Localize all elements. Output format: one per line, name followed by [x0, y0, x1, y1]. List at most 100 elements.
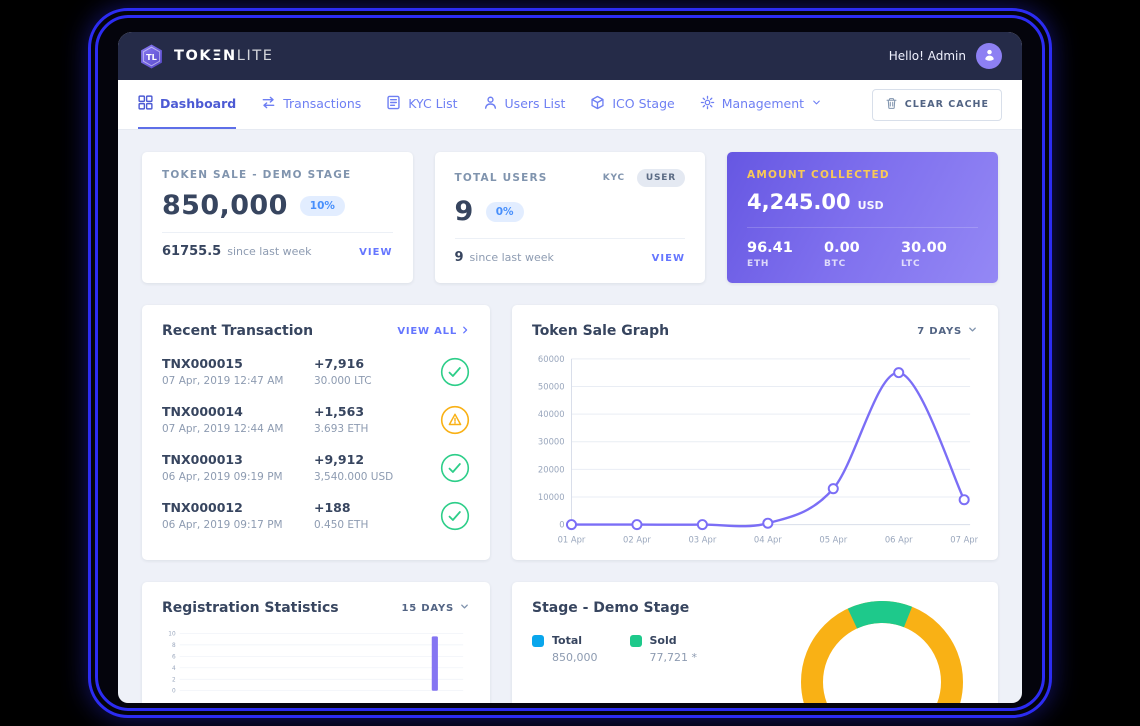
tab-transactions[interactable]: Transactions [261, 80, 361, 129]
range-select-15-days[interactable]: 15 DAYS [401, 601, 470, 615]
svg-text:50000: 50000 [538, 381, 565, 391]
coin-unit: ETH [747, 259, 770, 269]
toggle-user[interactable]: USER [636, 169, 685, 187]
tab-dashboard[interactable]: Dashboard [138, 80, 237, 129]
svg-text:07 Apr: 07 Apr [950, 534, 978, 544]
range-label: 15 DAYS [401, 602, 454, 614]
table-row[interactable]: TNX000014 07 Apr, 2019 12:44 AM +1,563 3… [162, 404, 470, 435]
svg-text:30000: 30000 [538, 437, 565, 447]
list-icon [386, 95, 401, 113]
token-sale-value: 850,000 [162, 190, 288, 221]
stat-card-total-users: TOTAL USERS KYC USER 9 0% 9 since last w… [434, 152, 705, 283]
app-header: TL TOKΞNLITE Hello! Admin [118, 32, 1022, 80]
main-nav: Dashboard Transactions KYC List Users Li… [118, 80, 1022, 130]
user-avatar[interactable] [976, 43, 1002, 69]
section-title: Registration Statistics [162, 600, 339, 617]
svg-text:TL: TL [146, 51, 157, 61]
view-users-link[interactable]: VIEW [651, 253, 685, 264]
svg-text:4: 4 [172, 666, 176, 672]
device-frame: TL TOKΞNLITE Hello! Admin Dashboard Tran… [88, 8, 1052, 718]
clear-cache-button[interactable]: CLEAR CACHE [871, 88, 1002, 121]
stat-card-amount-collected: AMOUNT COLLECTED 4,245.00 USD 96.41 ETH … [727, 152, 998, 283]
clear-cache-label: CLEAR CACHE [904, 99, 989, 110]
token-sale-delta: 61755.5 [162, 244, 222, 259]
transaction-status-icon [440, 357, 470, 387]
svg-text:10: 10 [168, 632, 176, 638]
middle-row: Recent Transaction VIEW ALL TNX000015 07… [142, 305, 998, 561]
toggle-kyc[interactable]: KYC [602, 173, 625, 183]
tab-label: Transactions [283, 96, 362, 111]
table-row[interactable]: TNX000013 06 Apr, 2019 09:19 PM +9,912 3… [162, 452, 470, 483]
legend-label: Sold [649, 634, 677, 648]
legend-value: 77,721 * [649, 651, 698, 665]
transaction-amount: +1,563 [314, 404, 365, 419]
token-sale-graph-card: Token Sale Graph 7 DAYS 0 10000 20000 30000… [512, 305, 998, 561]
range-label: 7 DAYS [917, 325, 962, 337]
amount-collected-unit: USD [857, 199, 884, 212]
table-row[interactable]: TNX000012 06 Apr, 2019 09:17 PM +188 0.4… [162, 500, 470, 531]
transaction-currency: 30.000 LTC [314, 375, 372, 387]
svg-text:10000: 10000 [538, 492, 565, 502]
range-select-7-days[interactable]: 7 DAYS [917, 324, 978, 338]
tab-users-list[interactable]: Users List [483, 80, 565, 129]
total-users-value: 9 [454, 196, 474, 227]
transaction-id: TNX000015 [162, 356, 243, 371]
coin-unit: LTC [901, 259, 921, 269]
total-users-change-badge: 0% [485, 201, 524, 222]
trash-icon [885, 97, 898, 113]
view-token-sale-link[interactable]: VIEW [359, 247, 393, 258]
section-title: Token Sale Graph [532, 323, 670, 339]
transaction-id: TNX000014 [162, 404, 243, 419]
view-all-label: VIEW ALL [397, 325, 457, 337]
tab-label: ICO Stage [612, 96, 675, 111]
tab-kyc-list[interactable]: KYC List [386, 80, 458, 129]
coin-totals: 96.41 ETH 0.00 BTC 30.00 LTC [747, 227, 978, 269]
dashboard-content: TOKEN SALE - DEMO STAGE 850,000 10% 6175… [118, 130, 1022, 703]
svg-text:01 Apr: 01 Apr [558, 534, 586, 544]
transaction-status-icon [440, 453, 470, 483]
coin-btc: 0.00 BTC [824, 240, 901, 269]
view-all-link[interactable]: VIEW ALL [397, 325, 470, 338]
legend-label: Total [552, 634, 583, 648]
stat-card-token-sale: TOKEN SALE - DEMO STAGE 850,000 10% 6175… [142, 152, 413, 283]
transaction-id: TNX000012 [162, 500, 243, 515]
svg-text:2: 2 [172, 678, 176, 684]
section-title: Stage - Demo Stage [532, 600, 690, 617]
delta-caption: since last week [227, 245, 312, 258]
coin-value: 30.00 [901, 240, 947, 256]
transaction-amount: +188 [314, 500, 351, 515]
svg-text:40000: 40000 [538, 409, 565, 419]
tab-label: Management [721, 96, 805, 111]
stage-legend: Total 850,000 Sold 77,721 * [532, 634, 978, 664]
stage-donut-chart [794, 594, 970, 703]
coin-value: 0.00 [824, 240, 860, 256]
transaction-amount: +7,916 [314, 356, 365, 371]
total-users-delta: 9 [454, 250, 464, 265]
kyc-user-toggle: KYC USER [594, 169, 685, 187]
table-row[interactable]: TNX000015 07 Apr, 2019 12:47 AM +7,916 3… [162, 356, 470, 387]
tab-management[interactable]: Management [700, 80, 822, 129]
stage-demo-stage-card: Stage - Demo Stage Total 850,000 [512, 582, 998, 703]
brand: TL TOKΞNLITE [138, 43, 274, 70]
section-title: Recent Transaction [162, 323, 314, 339]
transaction-amount: +9,912 [314, 452, 365, 467]
svg-text:20000: 20000 [538, 464, 565, 474]
tab-label: Dashboard [160, 96, 237, 111]
user-icon [483, 95, 498, 113]
chevron-down-icon [459, 601, 470, 615]
transaction-date: 06 Apr, 2019 09:19 PM [162, 471, 283, 483]
legend-swatch-total [532, 635, 544, 648]
svg-text:0: 0 [172, 689, 176, 695]
amount-collected-value: 4,245.00 [747, 190, 851, 214]
token-sale-line-chart: 0 10000 20000 30000 40000 50000 60000 01 Apr 02 … [532, 347, 978, 550]
bottom-row: Registration Statistics 15 DAYS 10 8 6 4 2 0 … [142, 582, 998, 703]
svg-text:02 Apr: 02 Apr [623, 534, 651, 544]
svg-text:60000: 60000 [538, 354, 565, 364]
transaction-currency: 3.693 ETH [314, 423, 369, 435]
legend-item-total: Total 850,000 [532, 634, 598, 664]
token-sale-change-badge: 10% [299, 195, 345, 216]
greeting-text: Hello! Admin [888, 49, 966, 63]
tab-ico-stage[interactable]: ICO Stage [590, 80, 675, 129]
transaction-date: 07 Apr, 2019 12:47 AM [162, 375, 284, 387]
svg-text:8: 8 [172, 643, 176, 649]
